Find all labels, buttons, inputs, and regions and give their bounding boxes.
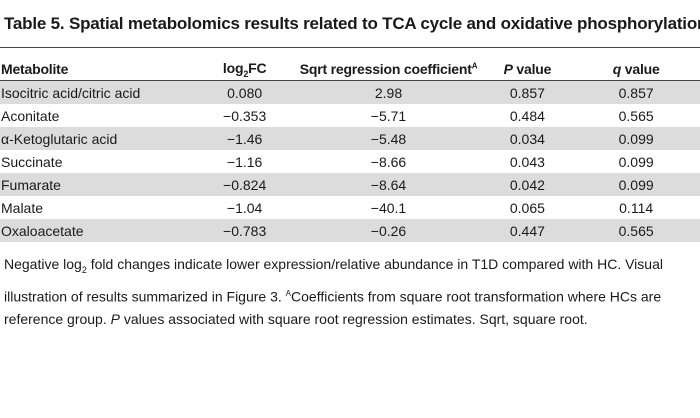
cell-q-value: 0.099 bbox=[572, 173, 700, 196]
header-log2fc: log2FC bbox=[222, 59, 267, 79]
header-rule bbox=[0, 80, 700, 81]
cell-q-value: 0.099 bbox=[618, 153, 654, 170]
table-row: α-Ketoglutaric acid −1.46 −5.48 0.034 0.099 bbox=[0, 127, 700, 150]
cell-q-value: 0.857 bbox=[572, 81, 700, 104]
cell-sqrt-coefficient: −40.1 bbox=[370, 199, 407, 216]
cell-log2fc: −0.783 bbox=[194, 219, 295, 242]
header-metabolite: Metabolite bbox=[1, 61, 69, 77]
cell-log2fc: −0.353 bbox=[223, 107, 267, 124]
table-row: Oxaloacetate −0.783 −0.26 0.447 0.565 bbox=[0, 219, 700, 242]
table-row: Malate −1.04 −40.1 0.065 0.114 bbox=[0, 196, 700, 219]
cell-p-value: 0.065 bbox=[509, 199, 545, 216]
cell-sqrt-coefficient: −8.64 bbox=[294, 173, 483, 196]
cell-p-value: 0.042 bbox=[482, 173, 573, 196]
table-body: Isocitric acid/citric acid 0.080 2.98 0.857… bbox=[0, 81, 700, 242]
cell-metabolite: Malate bbox=[1, 199, 44, 216]
cell-sqrt-coefficient: −0.26 bbox=[294, 219, 483, 242]
table-row: Fumarate −0.824 −8.64 0.042 0.099 bbox=[0, 173, 700, 196]
table-row: Aconitate −0.353 −5.71 0.484 0.565 bbox=[0, 104, 700, 127]
cell-metabolite: α-Ketoglutaric acid bbox=[0, 127, 195, 150]
cell-p-value: 0.447 bbox=[482, 219, 573, 242]
header-q-value: q value bbox=[612, 61, 660, 77]
cell-p-value: 0.034 bbox=[482, 127, 573, 150]
cell-sqrt-coefficient: −5.48 bbox=[294, 127, 483, 150]
cell-log2fc: 0.080 bbox=[194, 81, 295, 104]
cell-sqrt-coefficient: −8.66 bbox=[370, 153, 407, 170]
cell-p-value: 0.857 bbox=[482, 81, 573, 104]
cell-metabolite: Succinate bbox=[1, 153, 63, 170]
header-sqrt-coefficient: Sqrt regression coefficientA bbox=[299, 61, 478, 77]
results-table: Metabolite log2FC Sqrt regression coeffi… bbox=[0, 57, 700, 242]
cell-log2fc: −1.16 bbox=[226, 153, 263, 170]
cell-log2fc: −0.824 bbox=[194, 173, 295, 196]
cell-q-value: 0.099 bbox=[572, 127, 700, 150]
cell-q-value: 0.565 bbox=[618, 107, 654, 124]
cell-p-value: 0.043 bbox=[509, 153, 545, 170]
title-rule bbox=[0, 47, 700, 48]
cell-p-value: 0.484 bbox=[509, 107, 545, 124]
header-row: Metabolite log2FC Sqrt regression coeffi… bbox=[0, 57, 700, 81]
header-p-value: P value bbox=[503, 61, 552, 77]
cell-metabolite: Oxaloacetate bbox=[0, 219, 195, 242]
cell-metabolite: Aconitate bbox=[1, 107, 60, 124]
cell-sqrt-coefficient: −5.71 bbox=[370, 107, 407, 124]
table-footnote: Negative log2 fold changes indicate lowe… bbox=[4, 256, 663, 328]
cell-sqrt-coefficient: 2.98 bbox=[294, 81, 483, 104]
cell-log2fc: −1.46 bbox=[194, 127, 295, 150]
cell-metabolite: Isocitric acid/citric acid bbox=[0, 81, 195, 104]
table-row: Isocitric acid/citric acid 0.080 2.98 0.857… bbox=[0, 81, 700, 104]
cell-q-value: 0.114 bbox=[619, 199, 654, 216]
cell-metabolite: Fumarate bbox=[0, 173, 195, 196]
table-title: Table 5. Spatial metabolomics results re… bbox=[4, 14, 700, 33]
cell-q-value: 0.565 bbox=[572, 219, 700, 242]
table-row: Succinate −1.16 −8.66 0.043 0.099 bbox=[0, 150, 700, 173]
cell-log2fc: −1.04 bbox=[226, 199, 263, 216]
